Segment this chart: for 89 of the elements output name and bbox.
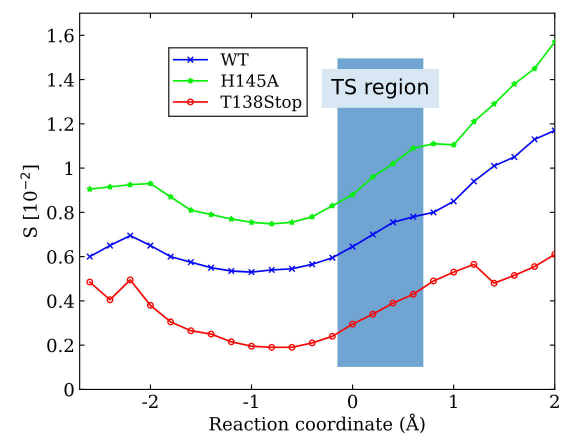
point: [106, 242, 114, 250]
point: [288, 265, 296, 272]
point: [349, 243, 356, 250]
point: [86, 186, 94, 192]
point: [430, 140, 437, 147]
point: [188, 206, 194, 214]
point: [369, 310, 376, 318]
point: [187, 327, 194, 334]
point: [126, 181, 134, 188]
point: [531, 263, 538, 270]
point: [510, 154, 518, 161]
point: [390, 300, 397, 307]
point: [470, 178, 478, 185]
point: [308, 260, 316, 268]
point: [308, 339, 316, 346]
point: [531, 136, 538, 143]
x-tick-label: 1: [450, 394, 457, 408]
y-tick-label: 0.2: [47, 338, 74, 352]
point: [248, 268, 255, 276]
point: [228, 268, 235, 274]
point: [126, 232, 134, 240]
y-tick-label: 0.4: [47, 294, 74, 308]
legend-label: WT: [220, 53, 249, 66]
point: [86, 278, 94, 286]
point: [167, 253, 174, 260]
point: [410, 144, 417, 152]
point: [510, 272, 518, 279]
point: [470, 260, 478, 268]
point: [369, 231, 376, 238]
point: [86, 253, 94, 260]
point: [328, 332, 336, 340]
point: [106, 296, 114, 304]
point: [146, 302, 154, 309]
y-tick-label: 0.8: [47, 206, 74, 220]
point: [208, 211, 214, 218]
point: [167, 318, 174, 326]
point: [248, 342, 255, 350]
point: [390, 160, 396, 167]
point: [490, 100, 498, 107]
band-label: TS region: [331, 78, 428, 99]
point: [288, 344, 296, 351]
point: [470, 118, 478, 125]
point: [490, 162, 498, 170]
point: [208, 264, 215, 272]
y-tick-label: 1.4: [48, 73, 74, 87]
point: [228, 338, 235, 346]
point: [288, 218, 296, 226]
point: [208, 330, 215, 338]
point: [450, 198, 458, 205]
y-tick-label: 0.6: [47, 250, 74, 264]
point: [349, 320, 356, 328]
point: [106, 183, 114, 190]
x-tick-label: 0: [348, 394, 358, 408]
y-tick-label: 1.2: [48, 117, 74, 131]
point: [390, 218, 397, 226]
legend-label: H145A: [221, 74, 279, 87]
point: [146, 242, 154, 250]
point: [187, 258, 194, 266]
point: [268, 344, 276, 351]
point: [268, 266, 276, 274]
point: [329, 202, 336, 209]
point: [147, 180, 154, 187]
point: [450, 141, 458, 148]
point: [167, 193, 174, 200]
point: [308, 213, 316, 220]
point: [511, 80, 518, 87]
y-axis-title: S [10$^{−2}$]: [20, 166, 40, 238]
y-tick-label: 1: [66, 162, 72, 175]
point: [248, 218, 255, 226]
point: [369, 173, 376, 180]
y-tick-label: 0: [64, 382, 74, 397]
legend-label: T138Stop: [220, 95, 302, 112]
point: [410, 290, 417, 298]
point: [450, 268, 458, 276]
point: [410, 213, 417, 220]
point: [228, 216, 235, 222]
point: [531, 65, 538, 72]
point: [268, 220, 276, 227]
x-tick-label: 2: [550, 394, 559, 408]
point: [430, 208, 437, 216]
point: [349, 191, 356, 198]
x-tick-label: -2: [142, 394, 158, 408]
point: [328, 254, 336, 262]
point: [126, 276, 134, 284]
x-axis-title: Reaction coordinate (Å): [209, 414, 425, 434]
x-tick-label: -1: [244, 394, 258, 408]
y-tick-label: 1.6: [48, 28, 74, 42]
point: [490, 280, 498, 287]
point: [430, 277, 437, 284]
